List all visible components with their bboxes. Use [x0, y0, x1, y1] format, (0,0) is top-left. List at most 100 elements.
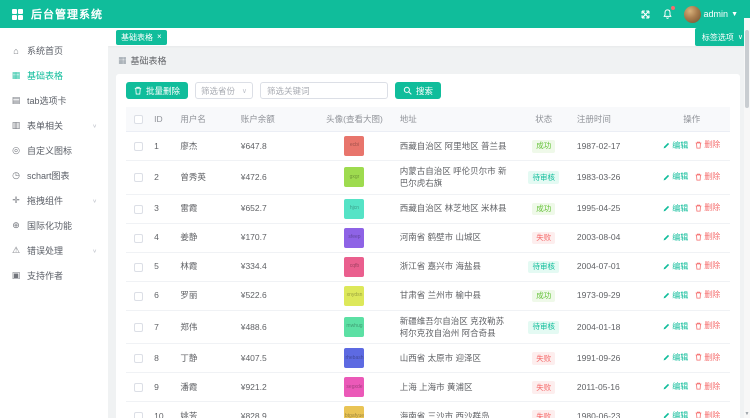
avatar-thumbnail[interactable]: cqfb [344, 256, 365, 277]
avatar-thumbnail[interactable]: xnydsn [344, 285, 365, 306]
table-row: 7 郑伟 ¥488.6 mwhug 新疆维吾尔自治区 克孜勒苏柯尔克孜自治州 阿合奇县待… [126, 310, 730, 345]
delete-button[interactable]: 删除 [695, 352, 720, 364]
cell-address: 上海 上海市 黄浦区 [395, 372, 515, 403]
select-all-checkbox[interactable] [133, 115, 143, 125]
trash-icon [695, 141, 702, 149]
pen-icon [663, 263, 670, 270]
cell-id: 7 [150, 310, 177, 345]
cell-address: 海南省 三沙市 西沙群岛 [395, 401, 515, 418]
batch-delete-button[interactable]: 批量删除 [126, 82, 189, 99]
row-checkbox[interactable] [133, 383, 143, 393]
row-checkbox[interactable] [133, 323, 143, 333]
delete-label: 删除 [704, 381, 721, 391]
i18n-icon: ⊕ [12, 220, 20, 230]
search-label: 搜索 [416, 85, 434, 96]
avatar-thumbnail[interactable]: rhebash [344, 348, 365, 369]
edit-button[interactable]: 编辑 [663, 140, 688, 152]
close-icon[interactable]: × [157, 32, 162, 41]
sidebar-item-label: schart图表 [27, 171, 70, 181]
tag-basic-table[interactable]: 基础表格 × [116, 29, 167, 45]
cell-register-date: 2003-08-04 [572, 223, 654, 253]
delete-button[interactable]: 删除 [695, 381, 720, 393]
sidebar-item-5[interactable]: ◷ schart图表 [0, 163, 108, 188]
sidebar-item-9[interactable]: ▣ 支持作者 [0, 263, 108, 288]
col-avatar: 头像(查看大图) [313, 107, 396, 132]
cell-address: 甘肃省 兰州市 榆中县 [395, 281, 515, 311]
delete-button[interactable]: 删除 [695, 289, 720, 301]
edit-button[interactable]: 编辑 [663, 381, 688, 393]
col-username: 用户名 [176, 107, 237, 132]
edit-button[interactable]: 编辑 [663, 232, 688, 244]
delete-button[interactable]: 删除 [695, 171, 720, 183]
sidebar-item-2[interactable]: ▤ tab选项卡 [0, 88, 108, 113]
edit-button[interactable]: 编辑 [663, 410, 688, 418]
delete-label: 删除 [704, 203, 721, 213]
sidebar-item-0[interactable]: ⌂ 系统首页 [0, 38, 108, 63]
table-row: 9 潘霞 ¥921.2 segxde 上海 上海市 黄浦区 失败 2011-05-16 编辑 删… [126, 372, 730, 403]
sidebar-item-4[interactable]: ◎ 自定义图标 [0, 138, 108, 163]
row-checkbox[interactable] [133, 291, 143, 301]
delete-button[interactable]: 删除 [695, 139, 720, 151]
avatar-thumbnail[interactable]: gxgr [344, 167, 365, 188]
sidebar-item-7[interactable]: ⊕ 国际化功能 [0, 213, 108, 238]
search-button[interactable]: 搜索 [395, 82, 442, 99]
cell-balance: ¥828.9 [236, 401, 314, 418]
avatar-thumbnail[interactable]: ecbi [344, 136, 365, 156]
row-checkbox[interactable] [133, 142, 143, 152]
edit-button[interactable]: 编辑 [663, 261, 688, 273]
user-menu[interactable]: admin ▼ [683, 5, 738, 23]
search-icon [403, 86, 412, 95]
avatar-thumbnail[interactable]: mwhug [344, 316, 365, 337]
edit-button[interactable]: 编辑 [663, 203, 688, 215]
fullscreen-icon[interactable] [640, 9, 651, 20]
edit-button[interactable]: 编辑 [663, 352, 688, 364]
trash-icon [695, 262, 702, 270]
row-checkbox[interactable] [133, 204, 143, 214]
sidebar-item-1[interactable]: ▦ 基础表格 [0, 63, 108, 88]
row-checkbox[interactable] [133, 233, 143, 243]
avatar-thumbnail[interactable]: segxde [344, 377, 365, 398]
notification-bell-icon[interactable] [662, 6, 675, 20]
delete-label: 删除 [704, 321, 721, 331]
avatar-thumbnail[interactable]: hjcn [344, 198, 365, 219]
edit-button[interactable]: 编辑 [663, 321, 688, 333]
delete-button[interactable]: 删除 [695, 410, 720, 418]
sidebar-item-3[interactable]: ▥ 表单相关 ∨ [0, 113, 108, 138]
province-select[interactable]: 筛选省份 ∨ [195, 82, 254, 99]
col-id: ID [150, 107, 177, 132]
scrollbar-thumb[interactable] [745, 30, 749, 108]
sidebar-item-8[interactable]: ⚠ 错误处理 ∨ [0, 238, 108, 263]
tag-options-button[interactable]: 标签选项 ∨ [694, 28, 750, 46]
vertical-scrollbar[interactable]: ▼ [744, 18, 750, 418]
delete-button[interactable]: 删除 [695, 260, 720, 272]
user-avatar[interactable] [683, 5, 701, 23]
table-row: 2 曾秀英 ¥472.6 gxgr 内蒙古自治区 呼伦贝尔市 新巴尔虎右旗 待审核 1983… [126, 160, 730, 195]
row-checkbox[interactable] [133, 262, 143, 272]
cell-username: 郑伟 [176, 310, 237, 345]
delete-button[interactable]: 删除 [695, 231, 720, 243]
avatar-thumbnail[interactable]: sfeep [344, 227, 365, 248]
delete-label: 删除 [704, 410, 721, 418]
cell-username: 曾秀英 [176, 160, 237, 195]
row-checkbox[interactable] [133, 354, 143, 364]
scrollbar-down-arrow[interactable]: ▼ [744, 411, 750, 417]
row-checkbox[interactable] [133, 173, 143, 183]
status-badge: 待审核 [528, 171, 559, 184]
table-row: 8 丁静 ¥407.5 rhebash 山西省 太原市 迎泽区 失败 1991-09-26 编… [126, 343, 730, 374]
avatar-thumbnail[interactable]: btgafyue [344, 406, 365, 418]
cell-balance: ¥170.7 [236, 223, 314, 253]
edit-button[interactable]: 编辑 [663, 171, 688, 183]
edit-label: 编辑 [672, 411, 689, 418]
sidebar-item-6[interactable]: ✛ 拖拽组件 ∨ [0, 188, 108, 213]
edit-label: 编辑 [672, 203, 689, 213]
keyword-input[interactable] [260, 82, 389, 99]
delete-button[interactable]: 删除 [695, 320, 720, 332]
row-checkbox[interactable] [133, 412, 143, 418]
delete-button[interactable]: 删除 [695, 202, 720, 214]
cell-balance: ¥647.8 [236, 131, 314, 161]
top-header: 后台管理系统 admin ▼ [0, 0, 750, 28]
cell-username: 潘霞 [176, 372, 237, 403]
col-status: 状态 [514, 107, 573, 132]
edit-button[interactable]: 编辑 [663, 290, 688, 302]
status-badge: 成功 [532, 202, 556, 216]
